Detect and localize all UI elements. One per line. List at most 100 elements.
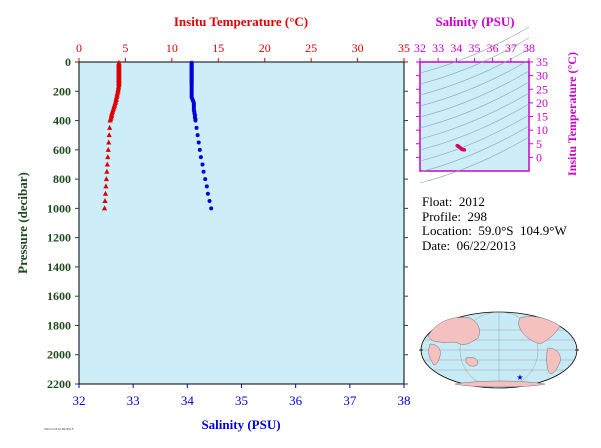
world-map: ★ bbox=[419, 311, 579, 389]
pressure-tick-label: 0 bbox=[65, 55, 71, 69]
temperature-point bbox=[107, 124, 113, 130]
pressure-tick-label: 800 bbox=[53, 172, 71, 186]
pressure-tick-label: 1200 bbox=[47, 231, 71, 245]
pressure-tick-label: 2000 bbox=[47, 348, 71, 362]
pressure-tick-label: 200 bbox=[53, 84, 71, 98]
float-location: Location: 59.0°S 104.9°W bbox=[422, 223, 567, 238]
density-contour bbox=[419, 136, 530, 184]
temperature-tick-label: 0 bbox=[76, 41, 82, 55]
density-contour bbox=[419, 92, 530, 140]
salinity-point bbox=[200, 162, 205, 167]
temperature-tick-label: 20 bbox=[259, 41, 271, 55]
temperature-point bbox=[104, 168, 110, 174]
temperature-point bbox=[106, 139, 112, 145]
profile-axes: 0200400600800100012001400160018002000220… bbox=[47, 41, 411, 408]
salinity-point bbox=[203, 177, 208, 182]
density-contour bbox=[419, 81, 530, 129]
salinity-point bbox=[207, 199, 212, 204]
pressure-tick-label: 1000 bbox=[47, 201, 71, 215]
float-id: Float: 2012 bbox=[422, 194, 485, 209]
pressure-tick-label: 400 bbox=[53, 114, 71, 128]
salinity-point bbox=[204, 184, 209, 189]
salinity-tick-label: 32 bbox=[73, 393, 86, 408]
temperature-point bbox=[107, 117, 113, 123]
pressure-tick-label: 1800 bbox=[47, 318, 71, 332]
temperature-point bbox=[103, 183, 109, 189]
salinity-tick-label: 34 bbox=[181, 393, 195, 408]
ts-temperature-tick-label: 35 bbox=[536, 55, 548, 69]
ts-salinity-tick-label: 34 bbox=[450, 41, 462, 55]
ts-salinity-tick-label: 33 bbox=[432, 41, 444, 55]
ts-temperature-axis-title: Insitu Temperature (°C) bbox=[565, 52, 579, 176]
temperature-tick-label: 35 bbox=[398, 41, 410, 55]
salinity-point bbox=[205, 191, 210, 196]
profile-date: Date: 06/22/2013 bbox=[422, 237, 516, 253]
salinity-tick-label: 36 bbox=[289, 393, 303, 408]
salinity-tick-label: 38 bbox=[398, 393, 411, 408]
salinity-point bbox=[193, 118, 198, 123]
density-contour bbox=[419, 114, 530, 162]
salinity-point bbox=[196, 140, 201, 145]
salinity-point bbox=[195, 133, 200, 138]
temperature-axis-title: Insitu Temperature (°C) bbox=[174, 14, 308, 29]
salinity-point bbox=[198, 155, 203, 160]
temperature-point bbox=[104, 161, 110, 167]
ts-salinity-tick-label: 37 bbox=[505, 41, 517, 55]
density-contour bbox=[419, 59, 530, 107]
ts-salinity-tick-label: 35 bbox=[469, 41, 481, 55]
ts-diagram: Salinity (PSU) Insitu Temperature (°C) 3… bbox=[414, 14, 579, 184]
ts-temperature-tick-label: 25 bbox=[536, 82, 548, 96]
footer-note: ARGO DATA PROFILE bbox=[44, 427, 74, 431]
float-location-marker: ★ bbox=[516, 373, 523, 382]
salinity-tick-label: 35 bbox=[235, 393, 248, 408]
profile-marks bbox=[101, 59, 214, 211]
pressure-tick-label: 1400 bbox=[47, 260, 71, 274]
ts-salinity-tick-label: 36 bbox=[487, 41, 499, 55]
salinity-tick-label: 37 bbox=[343, 393, 357, 408]
ts-temperature-tick-label: 10 bbox=[536, 123, 548, 137]
temperature-point bbox=[102, 190, 109, 196]
pressure-tick-label: 2200 bbox=[47, 377, 71, 391]
salinity-tick-label: 33 bbox=[127, 393, 140, 408]
density-contour bbox=[419, 48, 530, 96]
salinity-axis-title: Salinity (PSU) bbox=[201, 417, 280, 432]
temperature-tick-label: 10 bbox=[166, 41, 178, 55]
ts-salinity-axis-title: Salinity (PSU) bbox=[435, 14, 514, 29]
ts-temperature-tick-label: 5 bbox=[536, 137, 542, 151]
pressure-tick-label: 600 bbox=[53, 143, 71, 157]
density-contour bbox=[419, 70, 530, 118]
salinity-point bbox=[194, 125, 199, 130]
pressure-axis-title: Pressure (decibar) bbox=[15, 172, 30, 274]
density-contour bbox=[419, 26, 530, 74]
map-land bbox=[427, 316, 561, 388]
density-contour bbox=[419, 37, 530, 85]
salinity-point bbox=[209, 206, 214, 211]
temperature-point bbox=[103, 176, 109, 182]
density-contour bbox=[419, 103, 530, 151]
profile-plot-background bbox=[78, 61, 405, 385]
density-contours bbox=[419, 26, 530, 184]
ts-marks bbox=[455, 143, 467, 152]
ts-temperature-tick-label: 0 bbox=[536, 150, 542, 164]
temperature-tick-label: 30 bbox=[352, 41, 364, 55]
temperature-point bbox=[105, 154, 111, 160]
ts-temperature-tick-label: 20 bbox=[536, 96, 548, 110]
temperature-tick-label: 5 bbox=[122, 41, 128, 55]
temperature-point bbox=[105, 146, 111, 152]
temperature-tick-label: 25 bbox=[305, 41, 317, 55]
ts-salinity-tick-label: 38 bbox=[523, 41, 535, 55]
density-contour bbox=[419, 125, 530, 173]
temperature-point bbox=[101, 205, 108, 211]
profile-plot: Insitu Temperature (°C) Salinity (PSU) P… bbox=[15, 14, 411, 432]
temperature-point bbox=[106, 132, 112, 138]
float-info: Float: 2012 Profile: 298 Location: 59.0°… bbox=[422, 194, 567, 253]
profile-number: Profile: 298 bbox=[422, 208, 487, 224]
temperature-tick-label: 15 bbox=[212, 41, 224, 55]
ts-salinity-tick-label: 32 bbox=[414, 41, 426, 55]
temperature-point bbox=[102, 198, 108, 204]
salinity-point bbox=[201, 169, 206, 174]
ts-temperature-tick-label: 30 bbox=[536, 69, 548, 83]
salinity-point bbox=[197, 147, 202, 152]
